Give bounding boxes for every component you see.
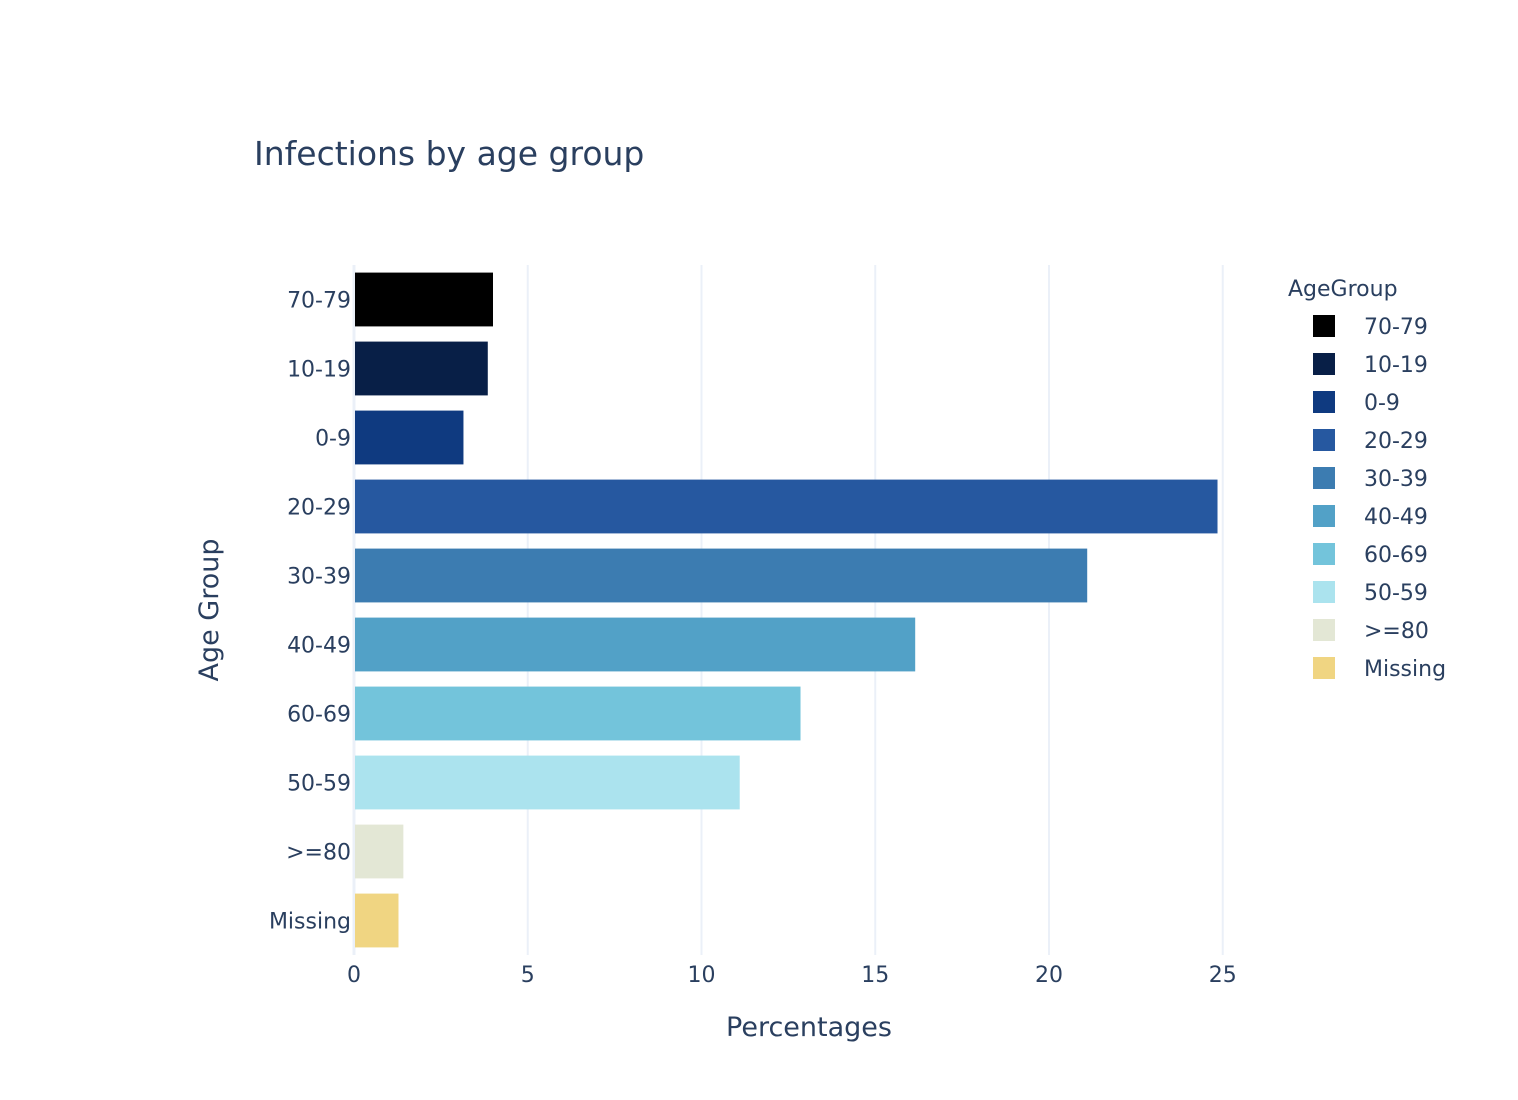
legend-swatch	[1313, 657, 1335, 679]
y-tick-label: 30-39	[287, 565, 351, 590]
legend-label: 0-9	[1364, 391, 1400, 416]
x-tick-label: 20	[1035, 963, 1063, 988]
y-tick-label: 10-19	[287, 358, 351, 383]
legend-swatch	[1313, 467, 1335, 489]
legend-swatch	[1313, 353, 1335, 375]
bar-Missing	[355, 893, 399, 948]
y-tick-label: >=80	[286, 841, 351, 866]
chart-title: Infections by age group	[254, 134, 644, 173]
x-tick-label: 0	[347, 963, 361, 988]
y-tick-label: 20-29	[287, 496, 351, 521]
y-axis-ticks: 70-79 10-19 0-9 20-29 30-39 40-49 60-69 50-59 >=…	[269, 289, 351, 935]
legend-swatch	[1313, 429, 1335, 451]
bar-20-29	[355, 479, 1218, 534]
y-tick-label: 70-79	[287, 289, 351, 314]
x-tick-label: 25	[1209, 963, 1237, 988]
legend: AgeGroup 70-79 10-19 0-9 20-29 30-39 40-49 60-…	[1288, 277, 1446, 682]
bar-40-49	[355, 617, 916, 672]
bar-70-79	[355, 272, 493, 327]
x-tick-label: 5	[521, 963, 535, 988]
legend-label: 20-29	[1364, 429, 1428, 454]
bar->=80	[355, 824, 404, 879]
legend-swatch	[1313, 391, 1335, 413]
legend-label: 50-59	[1364, 581, 1428, 606]
bar-0-9	[355, 410, 464, 465]
x-axis-ticks: 0 5 10 15 20 25	[347, 963, 1237, 988]
bar-60-69	[355, 686, 801, 741]
y-tick-label: 0-9	[315, 427, 351, 452]
legend-swatch	[1313, 581, 1335, 603]
x-axis-title: Percentages	[726, 1012, 892, 1043]
y-tick-label: 40-49	[287, 634, 351, 659]
y-tick-label: Missing	[269, 910, 351, 935]
legend-label: >=80	[1364, 619, 1429, 644]
bar-10-19	[355, 341, 488, 396]
legend-label: 60-69	[1364, 543, 1428, 568]
legend-swatch	[1313, 543, 1335, 565]
y-tick-label: 50-59	[287, 772, 351, 797]
gridlines	[352, 265, 1224, 955]
legend-label: Missing	[1364, 657, 1446, 682]
y-axis-title: Age Group	[194, 538, 225, 681]
legend-label: 40-49	[1364, 505, 1428, 530]
legend-items: 70-79 10-19 0-9 20-29 30-39 40-49 60-69 50-59 >=…	[1313, 315, 1446, 682]
legend-swatch	[1313, 505, 1335, 527]
x-tick-label: 10	[687, 963, 715, 988]
legend-title: AgeGroup	[1288, 277, 1398, 302]
legend-label: 70-79	[1364, 315, 1428, 340]
legend-swatch	[1313, 315, 1335, 337]
bar-30-39	[355, 548, 1088, 603]
y-tick-label: 60-69	[287, 703, 351, 728]
x-tick-label: 15	[861, 963, 889, 988]
bar-50-59	[355, 755, 740, 810]
legend-label: 10-19	[1364, 353, 1428, 378]
bars	[355, 272, 1218, 948]
legend-label: 30-39	[1364, 467, 1428, 492]
legend-swatch	[1313, 619, 1335, 641]
